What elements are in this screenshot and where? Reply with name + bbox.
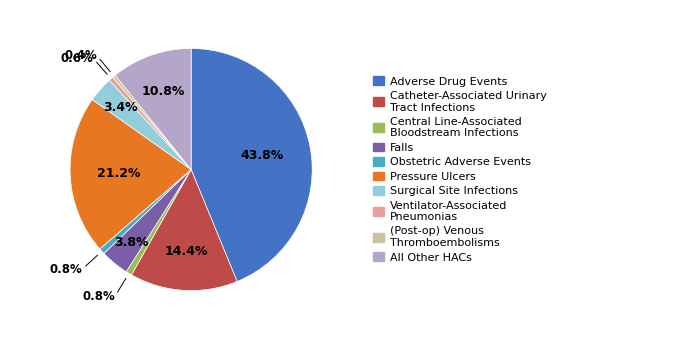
Legend: Adverse Drug Events, Catheter-Associated Urinary
Tract Infections, Central Line-: Adverse Drug Events, Catheter-Associated… — [373, 77, 546, 262]
Text: 14.4%: 14.4% — [164, 245, 208, 258]
Wedge shape — [115, 48, 191, 170]
Text: 3.4%: 3.4% — [103, 101, 138, 114]
Text: 0.8%: 0.8% — [49, 263, 82, 276]
Wedge shape — [191, 48, 312, 281]
Text: 3.8%: 3.8% — [114, 236, 149, 249]
Text: 10.8%: 10.8% — [142, 85, 186, 98]
Text: 21.2%: 21.2% — [97, 167, 140, 180]
Text: 43.8%: 43.8% — [240, 149, 284, 162]
Wedge shape — [100, 170, 191, 254]
Wedge shape — [126, 170, 191, 275]
Text: 0.6%: 0.6% — [60, 52, 93, 65]
Wedge shape — [113, 75, 191, 170]
Wedge shape — [104, 170, 191, 272]
Wedge shape — [131, 170, 237, 291]
Wedge shape — [109, 77, 191, 170]
Text: 0.8%: 0.8% — [83, 290, 115, 303]
Text: 0.4%: 0.4% — [64, 49, 97, 62]
Wedge shape — [92, 80, 191, 170]
Wedge shape — [70, 100, 191, 249]
